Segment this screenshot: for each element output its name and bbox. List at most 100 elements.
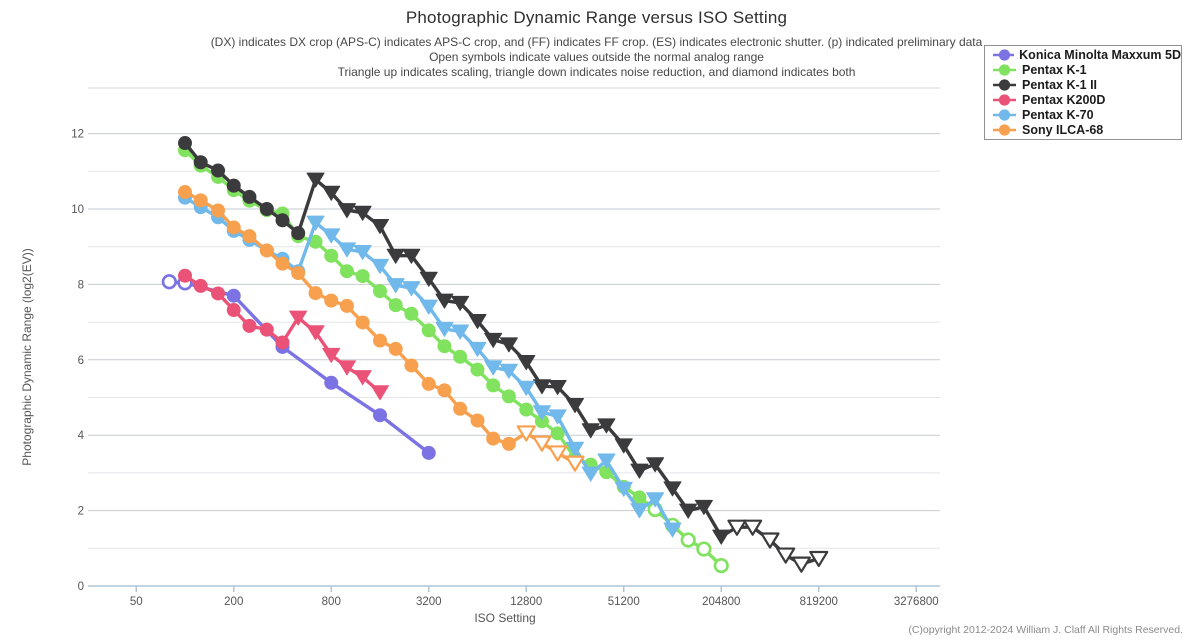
data-point-pentax-k-1-ii (760, 532, 780, 549)
legend-item-pentax-k200d[interactable]: Pentax K200D (992, 92, 1181, 107)
data-point-pentax-k-1 (404, 306, 419, 321)
data-point-sony-ilca-68 (259, 243, 274, 258)
data-point-pentax-k-1-ii (193, 155, 208, 170)
data-point-pentax-k-1-ii (468, 313, 487, 329)
data-point-pentax-k-1-ii (178, 136, 192, 151)
data-point-pentax-k-1 (388, 298, 403, 313)
data-point-pentax-k-1 (696, 541, 712, 557)
y-tick-label: 4 (78, 430, 85, 442)
data-point-pentax-k-70 (402, 281, 421, 297)
legend-item-pentax-k-1-ii[interactable]: Pentax K-1 II (992, 78, 1181, 93)
data-point-pentax-k-1 (534, 414, 549, 429)
data-point-pentax-k-1-ii (646, 457, 665, 473)
data-point-konica-minolta-maxxum-5d (373, 408, 387, 423)
data-point-pentax-k200d (211, 286, 226, 301)
data-point-sony-ilca-68 (355, 315, 370, 330)
data-point-pentax-k-1-ii (630, 463, 649, 479)
x-tick-label: 800 (322, 596, 341, 608)
data-point-pentax-k-1-ii (291, 226, 306, 241)
data-point-sony-ilca-68 (308, 286, 323, 301)
data-point-sony-ilca-68 (291, 266, 306, 281)
legend-item-konica-minolta-maxxum-5d[interactable]: Konica Minolta Maxxum 5D (992, 48, 1181, 63)
y-tick-label: 0 (78, 581, 84, 593)
data-point-pentax-k200d (306, 325, 325, 341)
data-point-pentax-k200d (226, 303, 241, 318)
data-point-pentax-k-70 (614, 481, 633, 497)
legend-item-sony-ilca-68[interactable]: Sony ILCA-68 (992, 122, 1181, 137)
data-point-pentax-k-70 (435, 321, 454, 337)
data-point-pentax-k-1-ii (499, 337, 518, 353)
data-point-pentax-k200d (322, 347, 341, 363)
y-tick-label: 10 (71, 204, 84, 216)
data-point-pentax-k-70 (663, 522, 682, 538)
data-point-pentax-k-1-ii (694, 499, 713, 515)
data-point-pentax-k-70 (306, 215, 325, 231)
copyright-text: (C)opyright 2012-2024 William J. Claff A… (908, 624, 1183, 636)
legend-marker-icon (993, 79, 1016, 91)
data-point-sony-ilca-68 (242, 229, 257, 244)
series-line-pentax-k-1-ii (183, 141, 821, 566)
data-point-pentax-k-1 (355, 269, 370, 284)
data-point-pentax-k-1-ii (322, 185, 341, 201)
data-point-pentax-k-1-ii (614, 438, 633, 454)
data-point-pentax-k-1-ii (517, 355, 536, 371)
legend-label: Sony ILCA-68 (1022, 122, 1104, 137)
data-point-pentax-k-1-ii (581, 423, 600, 439)
data-point-sony-ilca-68 (404, 358, 419, 373)
legend-marker-icon (993, 94, 1016, 106)
x-tick-label: 3200 (416, 596, 442, 608)
y-tick-label: 8 (78, 279, 84, 291)
data-point-pentax-k-1-ii (211, 163, 226, 178)
data-point-pentax-k-1-ii (597, 418, 616, 434)
data-point-pentax-k-1-ii (566, 398, 584, 414)
data-point-sony-ilca-68 (565, 455, 585, 472)
data-point-pentax-k-1 (713, 558, 729, 574)
data-point-sony-ilca-68 (437, 383, 452, 398)
data-point-pentax-k-70 (597, 453, 616, 469)
data-point-pentax-k-1-ii (226, 178, 241, 193)
data-point-pentax-k-1-ii (386, 248, 405, 264)
data-point-konica-minolta-maxxum-5d (226, 288, 241, 303)
data-point-sony-ilca-68 (516, 425, 536, 442)
data-point-pentax-k200d (242, 318, 257, 333)
x-tick-label: 3276800 (894, 596, 939, 608)
legend-item-pentax-k-1[interactable]: Pentax K-1 (992, 63, 1181, 78)
data-point-pentax-k-1-ii (242, 189, 257, 204)
data-point-sony-ilca-68 (193, 193, 208, 208)
data-point-sony-ilca-68 (501, 436, 516, 451)
x-tick-label: 204800 (702, 596, 740, 608)
data-point-pentax-k-70 (386, 278, 405, 294)
legend-item-pentax-k-70[interactable]: Pentax K-70 (992, 107, 1181, 122)
chart-subtitle-open-symbols-note: Open symbols indicate values outside the… (429, 50, 764, 64)
x-tick-label: 12800 (510, 596, 542, 608)
data-point-pentax-k-1-ii (371, 218, 389, 234)
data-point-pentax-k-1 (501, 389, 516, 404)
data-point-pentax-k-1 (421, 323, 436, 338)
data-point-pentax-k-1 (324, 248, 339, 263)
data-point-pentax-k-1 (470, 362, 485, 377)
data-point-pentax-k-1-ii (353, 205, 372, 221)
data-point-sony-ilca-68 (339, 298, 354, 313)
x-tick-label: 819200 (800, 596, 838, 608)
series-line-pentax-k-70 (183, 195, 675, 532)
data-point-pentax-k-70 (468, 341, 487, 357)
data-point-sony-ilca-68 (453, 401, 468, 416)
data-point-pentax-k-1-ii (679, 503, 698, 519)
data-point-pentax-k-70 (517, 380, 536, 396)
data-point-pentax-k-70 (484, 360, 503, 376)
data-point-pentax-k-1-ii (419, 271, 438, 287)
y-axis-label: Photographic Dynamic Range (log2(EV)) (20, 248, 34, 466)
data-point-pentax-k-1-ii (275, 213, 290, 228)
data-point-sony-ilca-68 (324, 293, 339, 308)
data-point-pentax-k-1-ii (791, 556, 811, 573)
data-point-pentax-k-70 (353, 244, 372, 260)
data-point-pentax-k200d (275, 335, 290, 350)
data-point-pentax-k-1-ii (776, 547, 796, 564)
data-point-pentax-k-1-ii (484, 332, 503, 348)
y-tick-label: 12 (71, 129, 84, 141)
data-point-sony-ilca-68 (388, 341, 403, 356)
data-point-pentax-k200d (259, 322, 274, 337)
data-point-konica-minolta-maxxum-5d (324, 375, 339, 390)
data-point-sony-ilca-68 (532, 435, 552, 452)
